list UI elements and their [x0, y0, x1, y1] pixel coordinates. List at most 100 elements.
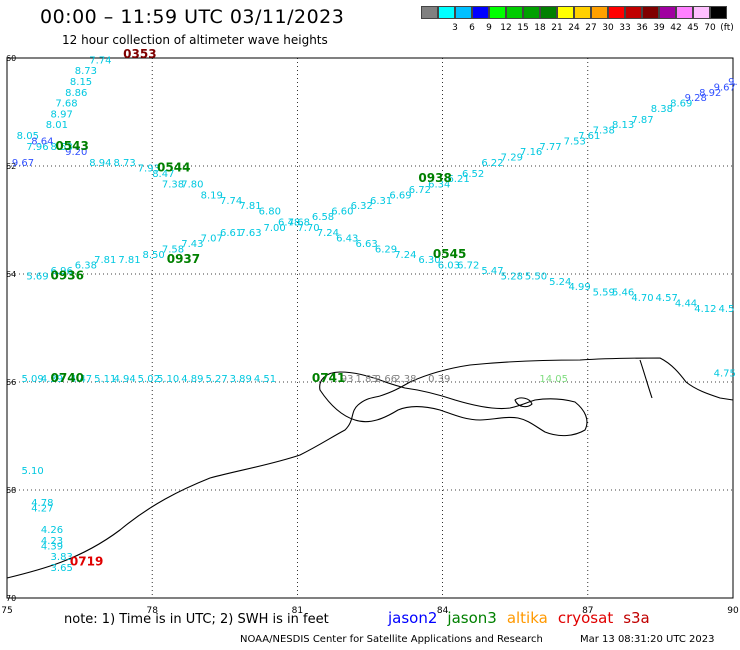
wave-height-reading: 7.38 — [593, 126, 615, 137]
legend-swatch-label: 6 — [469, 23, 475, 33]
wave-height-reading: 8.73 — [113, 158, 135, 169]
wave-height-reading: 7.63 — [239, 228, 261, 239]
wave-height-reading: 3.65 — [51, 563, 73, 574]
wave-height-reading: 7.24 — [317, 228, 339, 239]
legend-swatch — [625, 6, 642, 19]
wave-height-reading: 7.96 — [26, 142, 48, 153]
lat-tick-label: 68 — [6, 486, 16, 495]
generated-timestamp: Mar 13 08:31:20 UTC 2023 — [580, 634, 715, 645]
wave-height-reading: 8.13 — [612, 120, 634, 131]
pass-time-label: 0719 — [70, 555, 103, 569]
legend-swatch — [574, 6, 591, 19]
legend-swatch-label: 36 — [636, 23, 648, 33]
pass-time-label: 0936 — [51, 268, 84, 282]
satellite-legend-item: jason2 — [388, 609, 438, 627]
wave-height-reading: 8.73 — [75, 66, 97, 77]
pass-time-label: 0740 — [51, 371, 84, 385]
wave-height-reading: 6.03 — [438, 261, 460, 272]
wave-height-reading: 8.15 — [70, 77, 92, 88]
lat-tick-label: 64 — [6, 270, 16, 279]
pass-time-label: 0937 — [167, 252, 200, 266]
wave-height-reading: 6.43 — [336, 234, 358, 245]
lat-tick-label: 62 — [6, 162, 16, 171]
wave-height-reading: 1.83 — [355, 374, 377, 385]
wave-height-reading: 4.39 — [41, 541, 63, 552]
wave-height-reading: 8.38 — [651, 104, 673, 115]
wave-height-reading: 6.48 — [278, 217, 300, 228]
legend-swatch — [591, 6, 608, 19]
wave-height-reading: 7.74 — [89, 55, 111, 66]
wave-height-reading: 7.81 — [94, 255, 116, 266]
wave-height-reading: 6.69 — [389, 190, 411, 201]
wave-height-reading: 7.53 — [564, 136, 586, 147]
map-frame — [6, 57, 734, 599]
legend-swatch — [421, 6, 438, 19]
pass-time-label: 0545 — [433, 247, 466, 261]
lon-tick-label: 84 — [437, 606, 449, 616]
wave-height-reading: 9.67 — [714, 82, 736, 93]
legend-swatch — [557, 6, 574, 19]
wave-height-reading: 7.16 — [520, 147, 542, 158]
lon-tick-label: 81 — [292, 606, 303, 616]
wave-height-reading: 2.38 — [394, 374, 416, 385]
wave-height-reading: 7.58 — [162, 244, 184, 255]
legend-swatch-label: 45 — [687, 23, 699, 33]
credit-text: NOAA/NESDIS Center for Satellite Applica… — [240, 634, 543, 645]
wave-height-reading: 5.28 — [501, 271, 523, 282]
wave-height-reading: 9. — [728, 77, 738, 88]
wave-height-reading: 5.10 — [22, 466, 44, 477]
wave-height-reading: 7.81 — [118, 255, 140, 266]
wave-height-reading: 5.47 — [481, 266, 503, 277]
legend-swatch — [659, 6, 676, 19]
wave-height-reading: 4.26 — [41, 525, 63, 536]
wave-height-reading: 4.70 — [631, 293, 653, 304]
wave-height-reading: 8.53 — [51, 142, 73, 153]
wave-height-reading: 6.30 — [418, 255, 440, 266]
wave-height-reading: 5.09 — [22, 374, 44, 385]
legend-swatch — [506, 6, 523, 19]
legend-swatch-label: 39 — [653, 23, 665, 33]
legend-swatch-label: 30 — [602, 23, 614, 33]
pass-time-label: 0543 — [55, 139, 88, 153]
lon-tick-label: 87 — [582, 606, 593, 616]
legend-swatch — [693, 6, 710, 19]
wave-height-reading: 5.50 — [525, 271, 547, 282]
legend-swatch — [608, 6, 625, 19]
wave-height-reading: 8.47 — [152, 169, 174, 180]
wave-height-reading: 3.83 — [51, 552, 73, 563]
legend-swatch-label: 15 — [517, 23, 529, 33]
legend-swatch — [676, 6, 693, 19]
wave-height-reading: 5.10 — [157, 374, 179, 385]
wave-height-reading: 5.27 — [205, 374, 227, 385]
legend-swatch-label: 12 — [500, 23, 512, 33]
wave-height-reading: 4.44 — [675, 298, 697, 309]
lat-tick-label: 66 — [6, 378, 16, 387]
wave-height-reading: 3.89 — [230, 374, 252, 385]
wave-height-reading: 9.67 — [12, 158, 34, 169]
wave-height-reading: 7.74 — [220, 196, 242, 207]
legend-swatch-label: 18 — [534, 23, 546, 33]
legend-swatch — [438, 6, 455, 19]
wave-height-reading: 4.27 — [31, 504, 53, 515]
wave-height-color-legend: 3 6 9 12 15 18 21 24 27 30 33 36 39 42 45 70 (ft) — [421, 6, 734, 38]
wave-height-reading: 8.97 — [51, 109, 73, 120]
wave-height-reading: 7.38 — [162, 180, 184, 191]
wave-height-reading: 7.68 — [55, 99, 77, 110]
wave-height-reading: 6.32 — [351, 201, 373, 212]
wave-height-reading: 0.39 — [428, 374, 450, 385]
wave-height-reading: 5.11 — [94, 374, 116, 385]
wave-height-reading: 7.70 — [297, 223, 319, 234]
satellite-legend-item: altika — [506, 609, 548, 627]
wave-height-reading: 8.69 — [670, 99, 692, 110]
wave-height-reading: 6.38 — [75, 261, 97, 272]
legend-swatch — [489, 6, 506, 19]
wave-height-reading: 8.64 — [31, 136, 53, 147]
wave-height-reading: 5.46 — [612, 288, 634, 299]
wave-height-reading: 7.93 — [138, 163, 160, 174]
wave-height-reading: 4.39 — [41, 374, 63, 385]
wave-height-reading: 5.69 — [26, 271, 48, 282]
legend-swatch — [540, 6, 557, 19]
wave-height-reading: 14.05 — [539, 374, 568, 385]
